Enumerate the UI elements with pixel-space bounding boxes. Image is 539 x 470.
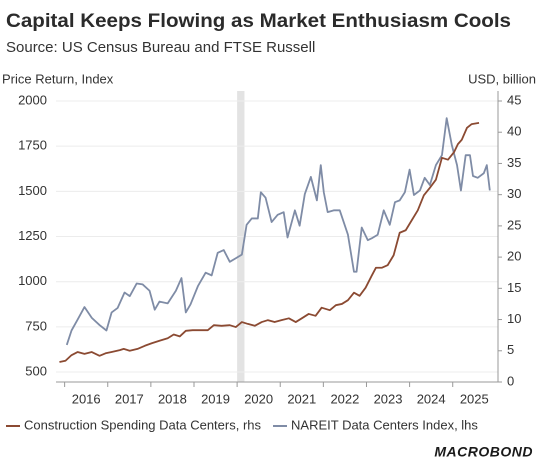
x-tick-label: 2024 (417, 391, 446, 406)
y2-tick-label: 5 (507, 342, 514, 357)
x-tick-label: 2018 (158, 391, 187, 406)
logo: MACROBOND (434, 444, 533, 460)
series-line (59, 121, 480, 363)
x-tick-label: 2017 (115, 391, 144, 406)
y-tick-label: 750 (25, 318, 47, 333)
y2-tick-label: 45 (507, 92, 521, 107)
y2-tick-label: 15 (507, 280, 521, 295)
y-axis-label: Price Return, Index (2, 71, 114, 86)
y2-tick-label: 30 (507, 186, 521, 201)
x-tick-label: 2021 (287, 391, 316, 406)
x-tick-label: 2019 (201, 391, 230, 406)
y2-tick-label: 10 (507, 311, 521, 326)
y-tick-label: 1500 (18, 183, 47, 198)
y-tick-label: 2000 (18, 92, 47, 107)
y2-tick-label: 25 (507, 217, 521, 232)
x-tick-label: 2020 (244, 391, 273, 406)
y2-tick-label: 35 (507, 155, 521, 170)
chart-title: Capital Keeps Flowing as Market Enthusia… (6, 11, 511, 32)
legend-label: NAREIT Data Centers Index, lhs (291, 417, 478, 432)
y2-tick-label: 20 (507, 249, 521, 264)
y2-tick-label: 40 (507, 124, 521, 139)
legend-label: Construction Spending Data Centers, rhs (24, 417, 262, 432)
y-tick-label: 1000 (18, 273, 47, 288)
chart-subtitle: Source: US Census Bureau and FTSE Russel… (6, 39, 315, 56)
series-line (65, 117, 491, 346)
y-tick-label: 1750 (18, 138, 47, 153)
x-tick-label: 2025 (460, 391, 489, 406)
y-tick-label: 500 (25, 363, 47, 378)
x-tick-label: 2023 (374, 391, 403, 406)
y-tick-label: 1250 (18, 228, 47, 243)
y2-tick-label: 0 (507, 373, 514, 388)
x-tick-label: 2022 (330, 391, 359, 406)
y2-axis-label: USD, billion (468, 71, 536, 86)
x-tick-label: 2016 (72, 391, 101, 406)
